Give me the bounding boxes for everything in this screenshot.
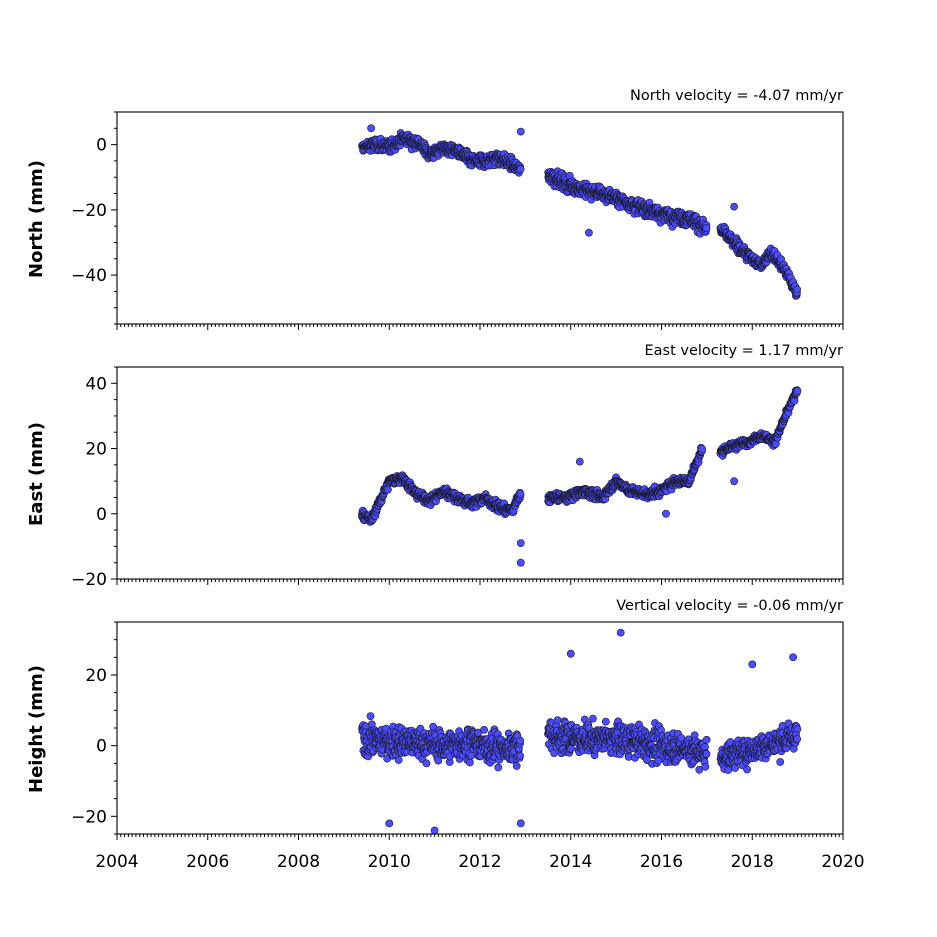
x-tick-label: 2014 xyxy=(549,852,592,872)
outlier-point xyxy=(730,477,738,486)
height-points xyxy=(358,628,802,835)
data-point xyxy=(394,756,403,764)
data-point xyxy=(793,387,802,396)
outlier-point xyxy=(748,660,757,669)
outlier-point xyxy=(575,457,584,466)
data-point xyxy=(512,762,521,770)
data-point xyxy=(793,735,802,743)
outlier-point xyxy=(516,539,525,547)
north-yticks: 0 −20 −40 xyxy=(71,111,117,325)
data-point xyxy=(567,744,575,753)
data-point xyxy=(467,751,476,760)
outlier-point xyxy=(516,819,525,828)
y-tick-label: 0 xyxy=(96,737,107,757)
east-axes-frame xyxy=(116,366,844,580)
y-tick-label: −20 xyxy=(71,201,107,221)
y-tick-label: −20 xyxy=(71,807,107,827)
height-panel: Vertical velocity = -0.06 mm/yr Height (… xyxy=(26,598,844,840)
data-point xyxy=(480,726,488,734)
outlier-point xyxy=(385,819,394,828)
outlier-point xyxy=(367,124,375,133)
data-point xyxy=(553,716,562,724)
y-tick-label: 20 xyxy=(85,666,107,686)
y-tick-label: 40 xyxy=(85,374,107,394)
data-point xyxy=(743,765,751,774)
y-tick-label: 0 xyxy=(96,505,107,525)
y-tick-label: −40 xyxy=(71,266,107,286)
east-ylabel: East (mm) xyxy=(26,422,47,526)
y-tick-label: −20 xyxy=(71,570,107,590)
height-axes-frame xyxy=(116,621,844,835)
data-point xyxy=(701,762,710,771)
x-tick-label: 2004 xyxy=(95,852,138,872)
outlier-point xyxy=(730,202,738,211)
data-point xyxy=(731,764,739,772)
data-point xyxy=(494,763,503,772)
north-velocity-title: North velocity = -4.07 mm/yr xyxy=(630,88,843,104)
x-tick-label: 2018 xyxy=(731,852,774,872)
x-tick-label: 2010 xyxy=(368,852,411,872)
data-point xyxy=(601,717,610,726)
x-tick-label: 2012 xyxy=(458,852,501,872)
outlier-point xyxy=(789,653,797,662)
outlier-point xyxy=(585,228,593,237)
outlier-point xyxy=(516,558,525,567)
outlier-point xyxy=(430,826,439,835)
x-tick-label: 2016 xyxy=(640,852,683,872)
x-tick-labels: 2004 2006 2008 2010 2012 2014 2016 2018 2020 xyxy=(95,852,864,872)
north-xticks xyxy=(116,324,844,330)
north-panel: North velocity = -4.07 mm/yr North (mm) … xyxy=(26,88,844,330)
data-point xyxy=(434,756,443,765)
outlier-point xyxy=(566,649,575,658)
data-point xyxy=(793,285,801,294)
height-yticks: 20 0 −20 xyxy=(71,621,117,835)
data-point xyxy=(702,224,711,233)
data-point xyxy=(516,490,525,498)
data-point xyxy=(383,485,392,494)
north-ylabel: North (mm) xyxy=(26,160,47,278)
north-points xyxy=(358,124,801,300)
east-yticks: 40 20 0 −20 xyxy=(71,366,117,590)
data-point xyxy=(589,714,597,723)
east-xticks xyxy=(116,579,844,585)
vertical-velocity-title: Vertical velocity = -0.06 mm/yr xyxy=(616,598,843,614)
east-velocity-title: East velocity = 1.17 mm/yr xyxy=(644,343,843,359)
east-panel: East velocity = 1.17 mm/yr East (mm) 40 2… xyxy=(26,343,844,590)
x-tick-label: 2020 xyxy=(821,852,864,872)
y-tick-label: 0 xyxy=(96,136,107,156)
data-point xyxy=(465,758,474,767)
height-ylabel: Height (mm) xyxy=(26,665,47,793)
data-point xyxy=(698,445,706,453)
data-point xyxy=(702,750,711,758)
outlier-point xyxy=(616,628,625,637)
north-axes-frame xyxy=(116,111,844,325)
data-point xyxy=(724,766,733,774)
height-xticks xyxy=(116,834,844,840)
data-point xyxy=(516,736,525,745)
data-point xyxy=(793,725,802,733)
data-point xyxy=(422,759,431,768)
outlier-point xyxy=(516,127,525,136)
data-point xyxy=(516,165,525,174)
y-tick-label: 20 xyxy=(85,440,107,460)
outlier-point xyxy=(662,509,670,518)
data-point xyxy=(516,751,524,760)
data-point xyxy=(366,712,375,720)
x-tick-label: 2008 xyxy=(277,852,320,872)
east-points xyxy=(358,386,802,567)
x-tick-label: 2006 xyxy=(186,852,229,872)
data-point xyxy=(776,758,785,766)
data-point xyxy=(702,735,711,744)
